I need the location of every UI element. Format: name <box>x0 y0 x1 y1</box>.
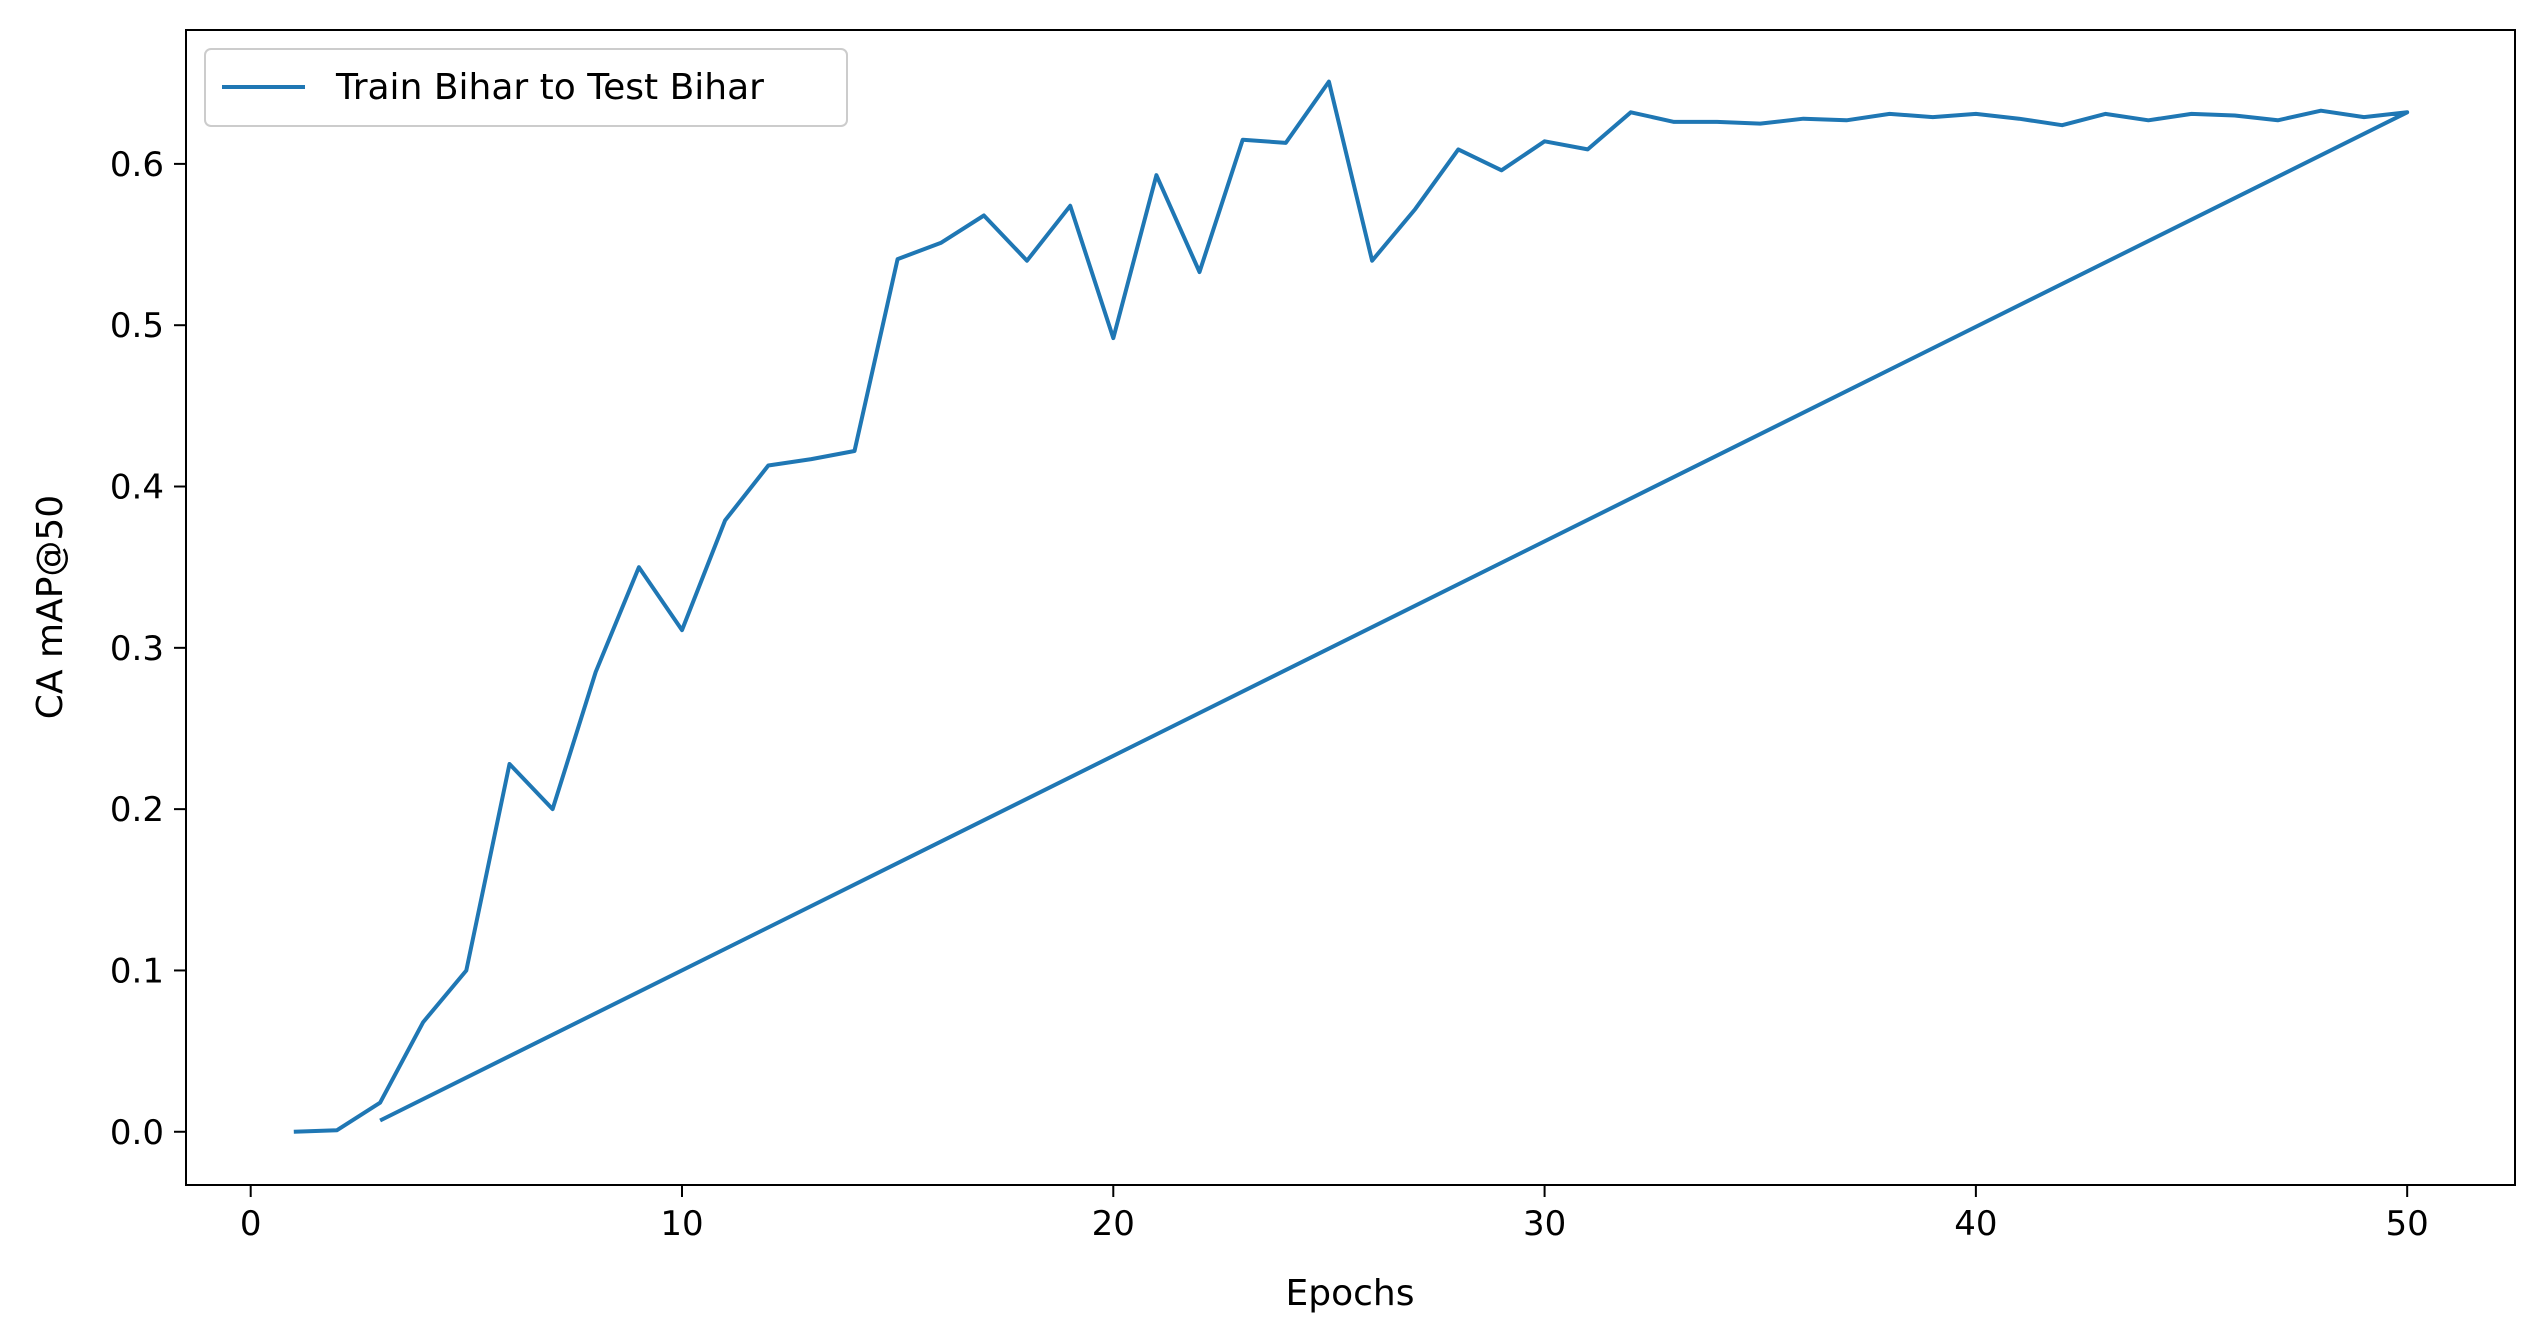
x-tick-label: 30 <box>1523 1204 1566 1244</box>
y-tick-label: 0.2 <box>110 790 164 830</box>
legend: Train Bihar to Test Bihar <box>204 48 848 127</box>
y-tick-label: 0.1 <box>110 951 164 991</box>
x-axis-label: Epochs <box>1286 1273 1415 1314</box>
x-tick-label: 40 <box>1954 1204 1997 1244</box>
y-tick-label: 0.0 <box>110 1113 164 1153</box>
x-tick-label: 50 <box>2386 1204 2429 1244</box>
y-tick-label: 0.4 <box>110 468 164 508</box>
series-layer <box>293 79 2410 1134</box>
y-axis-ticks: 0.0 0.1 0.2 0.3 0.4 0.5 0.6 <box>110 145 186 1153</box>
y-tick-label: 0.5 <box>110 306 164 346</box>
x-tick-label: 0 <box>240 1204 262 1244</box>
y-axis-label: CA mAP@50 <box>30 495 71 719</box>
x-tick-label: 20 <box>1092 1204 1135 1244</box>
plot-frame <box>185 29 2516 1186</box>
x-axis-ticks: 0 10 20 30 40 50 <box>240 1185 2429 1244</box>
legend-label: Train Bihar to Test Bihar <box>335 67 764 108</box>
x-tick-label: 10 <box>660 1204 703 1244</box>
series-line <box>293 79 2410 1134</box>
y-tick-label: 0.3 <box>110 629 164 669</box>
legend-box <box>204 48 848 127</box>
y-tick-label: 0.6 <box>110 145 164 185</box>
